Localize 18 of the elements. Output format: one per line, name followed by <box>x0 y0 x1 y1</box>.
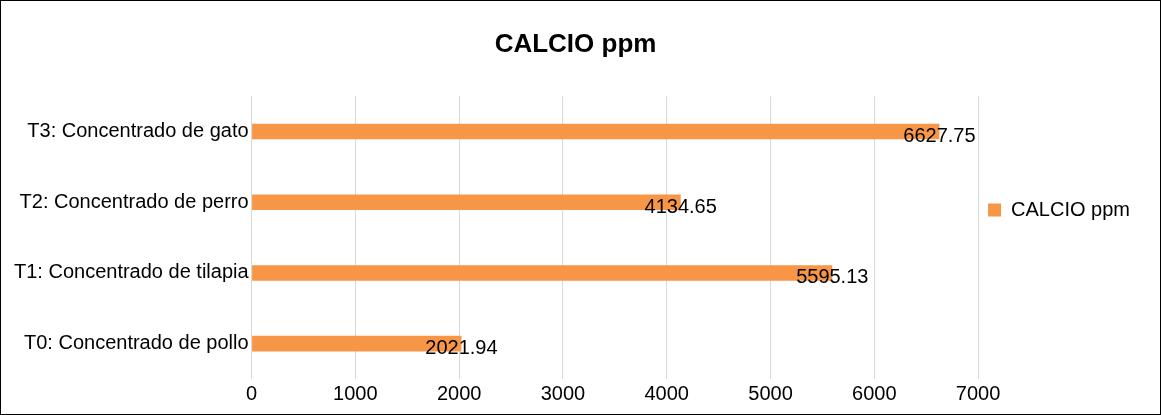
x-tick-label: 1000 <box>333 381 378 404</box>
y-tick-label: T3: Concentrado de gato <box>27 119 249 142</box>
x-tick-label: 7000 <box>955 381 1001 404</box>
x-tick-label: 5000 <box>748 381 793 404</box>
y-tick-label: T2: Concentrado de perro <box>19 189 249 212</box>
data-label: 4134.65 <box>644 194 717 217</box>
x-tick-label: 6000 <box>852 381 897 404</box>
y-tick-label: T0: Concentrado de pollo <box>24 331 249 354</box>
x-tick-label: 4000 <box>644 381 689 404</box>
data-label: 5595.13 <box>796 265 869 288</box>
chart-title: CALCIO ppm <box>494 27 657 58</box>
x-tick-label: 2000 <box>436 381 482 404</box>
data-label: 6627.75 <box>903 124 976 147</box>
x-tick-label: 0 <box>246 381 258 404</box>
data-label: 2021.94 <box>425 336 498 359</box>
legend-label: CALCIO ppm <box>1011 197 1131 220</box>
x-tick-label: 3000 <box>540 381 586 404</box>
y-tick-label: T1: Concentrado de tilapia <box>14 260 250 283</box>
